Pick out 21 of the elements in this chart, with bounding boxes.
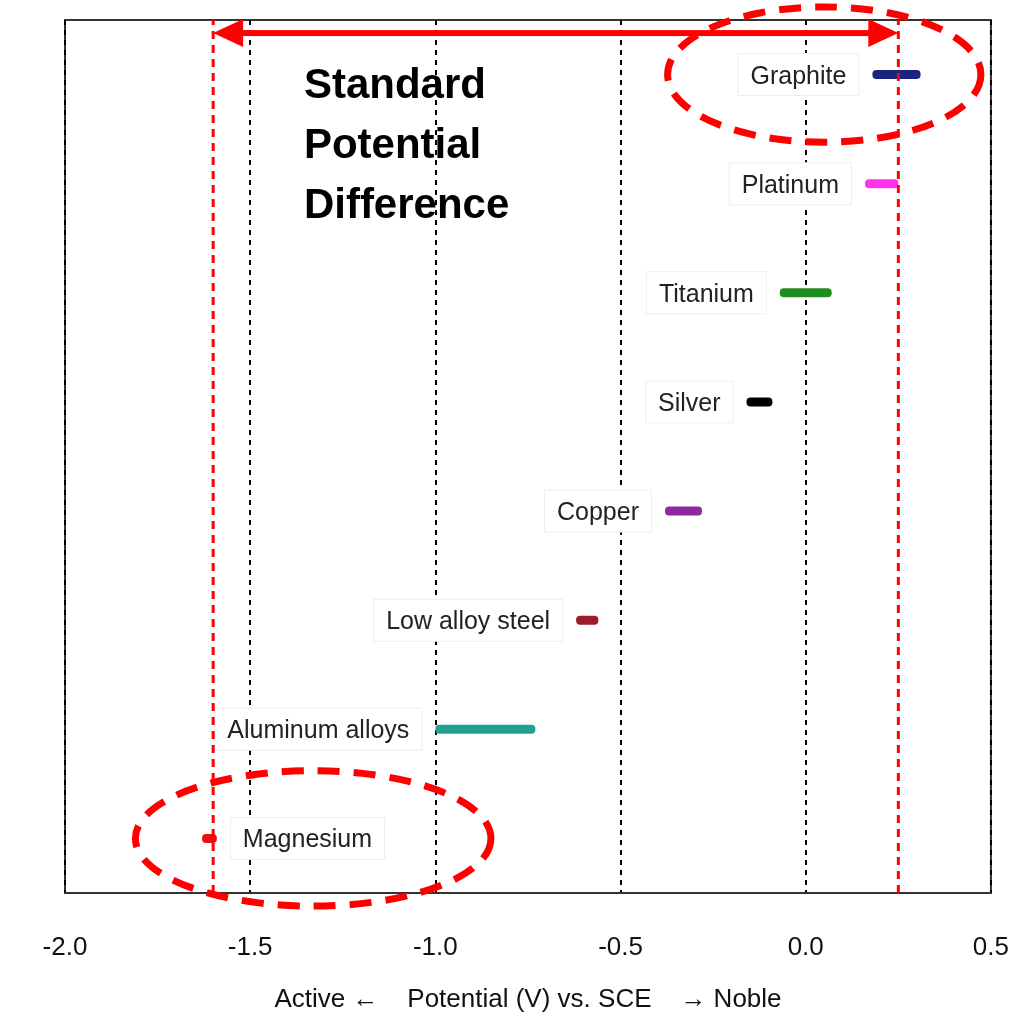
y-tick-label: Low alloy steel [386, 606, 551, 635]
y-tick-label: Aluminum alloys [227, 715, 410, 744]
annotation: Standard Potential Difference [303, 59, 510, 227]
bar [435, 724, 536, 734]
y-tick-label: Titanium [658, 278, 754, 307]
x-tick-label: -1.0 [412, 931, 458, 961]
y-tick-label: Copper [557, 497, 639, 526]
y-tick-label: Silver [657, 387, 721, 416]
bar [665, 506, 703, 516]
x-tick-label: 0.0 [787, 931, 824, 961]
x-tick-label: -1.5 [227, 931, 273, 961]
x-tick-label: -2.0 [42, 931, 88, 961]
x-tick-label: -0.5 [598, 931, 643, 961]
y-tick-label: Graphite [750, 60, 847, 89]
y-tick-label: Magnesium [242, 824, 373, 853]
y-tick-label: Platinum [741, 169, 839, 198]
bar [872, 70, 921, 80]
x-tick-label: 0.5 [972, 931, 1010, 961]
bar [779, 288, 832, 298]
bar [865, 179, 899, 189]
x-axis-title: Active ← Potential (V) vs. SCE → Noble [274, 983, 782, 1013]
